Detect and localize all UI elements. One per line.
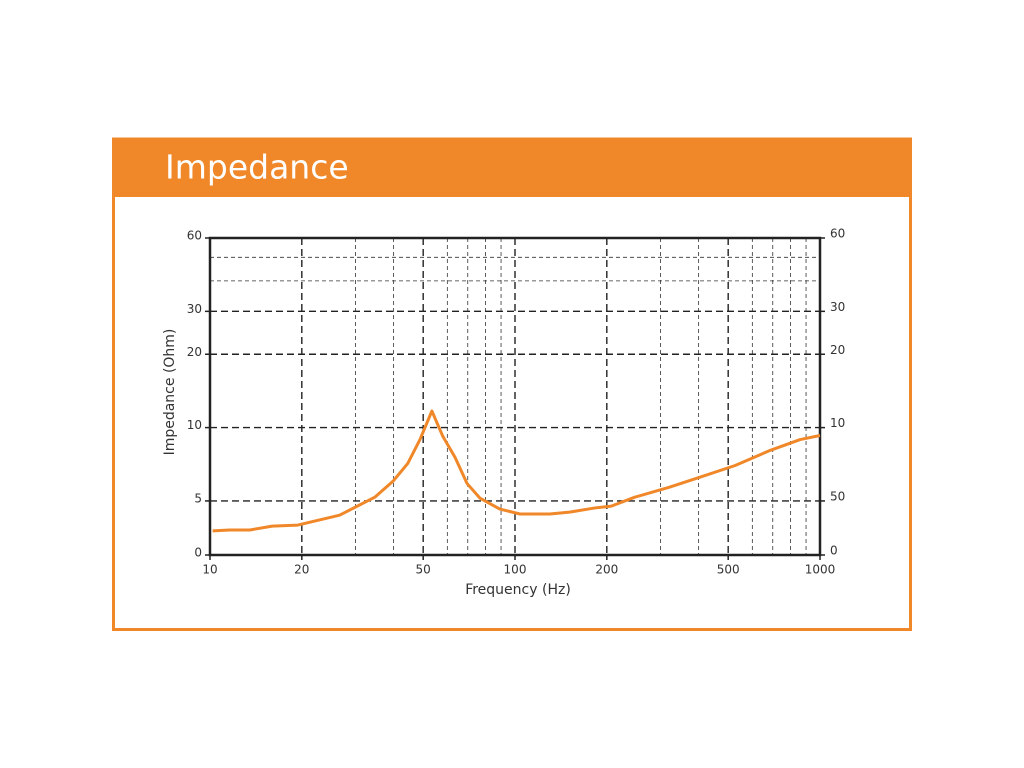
x-tick-label: 200 <box>595 563 618 577</box>
chart-title: Impedance <box>165 148 349 187</box>
y-tick-label: 10 <box>187 418 202 432</box>
y2-tick-label: 10 <box>830 416 845 430</box>
y-tick-label: 0 <box>194 546 202 560</box>
y2-tick-label: 30 <box>830 300 845 314</box>
y-tick-label: 60 <box>187 229 202 243</box>
y-tick-label: 30 <box>187 302 202 316</box>
y-tick-label: 20 <box>187 345 202 359</box>
y-tick-label: 5 <box>194 491 202 505</box>
header-bar <box>112 139 912 197</box>
x-tick-label: 50 <box>416 563 431 577</box>
y2-tick-label: 20 <box>830 343 845 357</box>
y2-tick-label: 0 <box>830 544 838 558</box>
plot-border <box>208 236 822 557</box>
x-tick-label: 10 <box>202 563 217 577</box>
frame <box>112 137 912 631</box>
x-tick-label: 100 <box>504 563 527 577</box>
x-tick-label: 1000 <box>805 563 836 577</box>
x-tick-label: 20 <box>294 563 309 577</box>
x-tick-label: 500 <box>717 563 740 577</box>
y2-tick-label: 60 <box>830 227 845 241</box>
y2-tick-label: 50 <box>830 489 845 503</box>
x-axis-label: Frequency (Hz) <box>465 582 571 598</box>
impedance-line <box>212 409 821 533</box>
y-axis-label: Impedance (Ohm) <box>162 329 178 456</box>
